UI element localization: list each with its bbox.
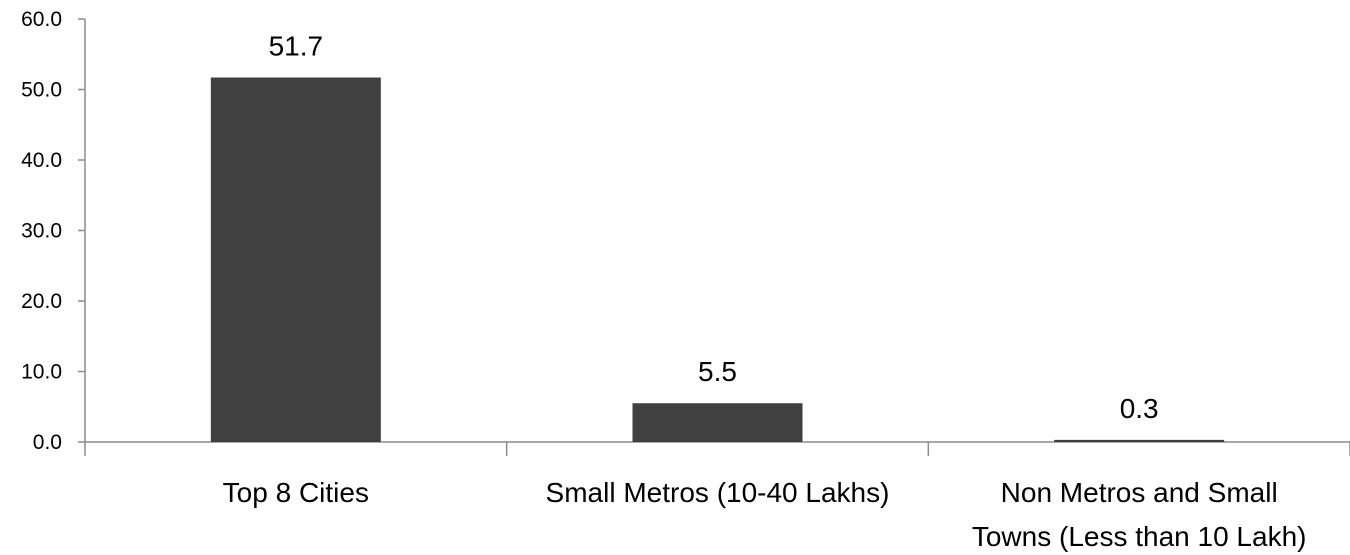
bar — [632, 403, 803, 442]
data-label: 0.3 — [1120, 393, 1159, 424]
y-tick-label: 20.0 — [21, 290, 62, 313]
x-category-label: Towns (Less than 10 Lakh) — [972, 521, 1307, 552]
category-labels: Top 8 Cities Small Metros (10-40 Lakhs) No… — [223, 477, 1307, 552]
data-label: 51.7 — [269, 31, 324, 62]
y-tick-label: 50.0 — [21, 79, 62, 102]
x-category-label: Small Metros (10-40 Lakhs) — [546, 477, 890, 508]
y-axis: 0.0 10.0 20.0 30.0 40.0 50.0 60.0 — [21, 8, 86, 454]
y-tick-label: 10.0 — [21, 361, 62, 384]
x-category-label: Non Metros and Small — [1001, 477, 1278, 508]
bar — [1054, 439, 1225, 442]
y-tick-label: 60.0 — [21, 8, 62, 31]
y-tick-label: 0.0 — [33, 431, 62, 454]
bar — [210, 77, 381, 442]
x-axis — [84, 441, 1350, 456]
y-tick-label: 40.0 — [21, 149, 62, 172]
data-label: 5.5 — [698, 356, 737, 387]
x-category-label: Top 8 Cities — [223, 477, 369, 508]
bars — [210, 77, 1225, 442]
y-tick-label: 30.0 — [21, 220, 62, 243]
data-labels: 51.7 5.5 0.3 — [269, 31, 1159, 424]
